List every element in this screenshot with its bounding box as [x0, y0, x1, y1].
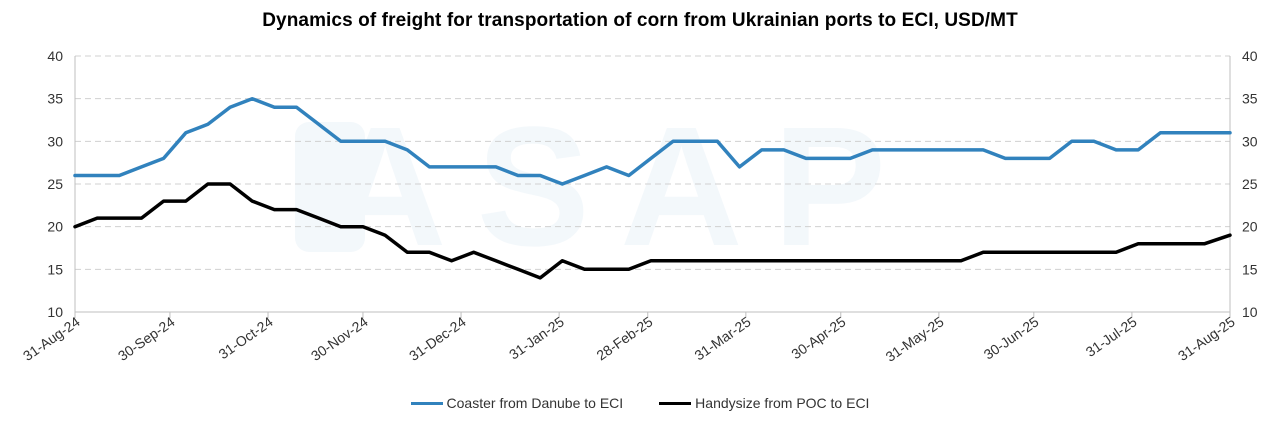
series-lines [73, 96, 1232, 280]
y-tick-label-right: 15 [1242, 261, 1258, 277]
y-tick-label-left: 25 [47, 176, 63, 192]
x-tick-label: 30-Apr-25 [788, 313, 848, 362]
x-tick-label: 31-Jan-25 [506, 313, 567, 362]
x-tick-label: 31-Dec-24 [406, 313, 469, 364]
series-line-handysize [73, 182, 1232, 280]
y-tick-label-left: 15 [47, 261, 63, 277]
y-tick-label-left: 30 [47, 133, 63, 149]
y-tick-label-left: 10 [47, 304, 63, 320]
y-tick-label-left: 35 [47, 91, 63, 107]
legend: Coaster from Danube to ECI Handysize fro… [0, 395, 1280, 411]
y-tick-label-right: 20 [1242, 219, 1258, 235]
x-tick-label: 31-May-25 [883, 313, 947, 365]
svg-text:ASAP: ASAP [324, 92, 916, 282]
legend-swatch-coaster [410, 401, 443, 405]
x-tick-label: 30-Sep-24 [115, 313, 178, 364]
y-tick-label-right: 35 [1242, 91, 1258, 107]
y-tick-label-right: 40 [1242, 48, 1258, 64]
chart-title: Dynamics of freight for transportation o… [262, 10, 1018, 31]
x-tick-label: 31-Oct-24 [216, 313, 276, 362]
legend-label-coaster: Coaster from Danube to ECI [446, 395, 624, 411]
legend-label-handysize: Handysize from POC to ECI [695, 395, 870, 411]
legend-item-coaster: Coaster from Danube to ECI [410, 395, 624, 411]
y-tick-label-right: 10 [1242, 304, 1258, 320]
series-line-coaster [73, 96, 1232, 186]
x-tick-label: 30-Nov-24 [308, 313, 371, 364]
y-tick-label-left: 20 [47, 219, 63, 235]
x-tick-label: 31-Aug-24 [20, 313, 83, 364]
y-tick-label-left: 40 [47, 48, 63, 64]
x-tick-label: 31-Aug-25 [1175, 313, 1238, 364]
y-tick-label-right: 30 [1242, 133, 1258, 149]
x-tick-label: 31-Mar-25 [691, 313, 753, 363]
x-tick-label: 31-Jul-25 [1083, 313, 1140, 360]
x-tick-label: 28-Feb-25 [593, 313, 655, 363]
gridlines [75, 55, 1230, 270]
legend-item-handysize: Handysize from POC to ECI [659, 395, 869, 411]
watermark-logo: ASAP [295, 92, 916, 282]
y-tick-label-right: 25 [1242, 176, 1258, 192]
x-tick-label: 30-Jun-25 [981, 313, 1042, 362]
legend-swatch-handysize [659, 401, 692, 405]
